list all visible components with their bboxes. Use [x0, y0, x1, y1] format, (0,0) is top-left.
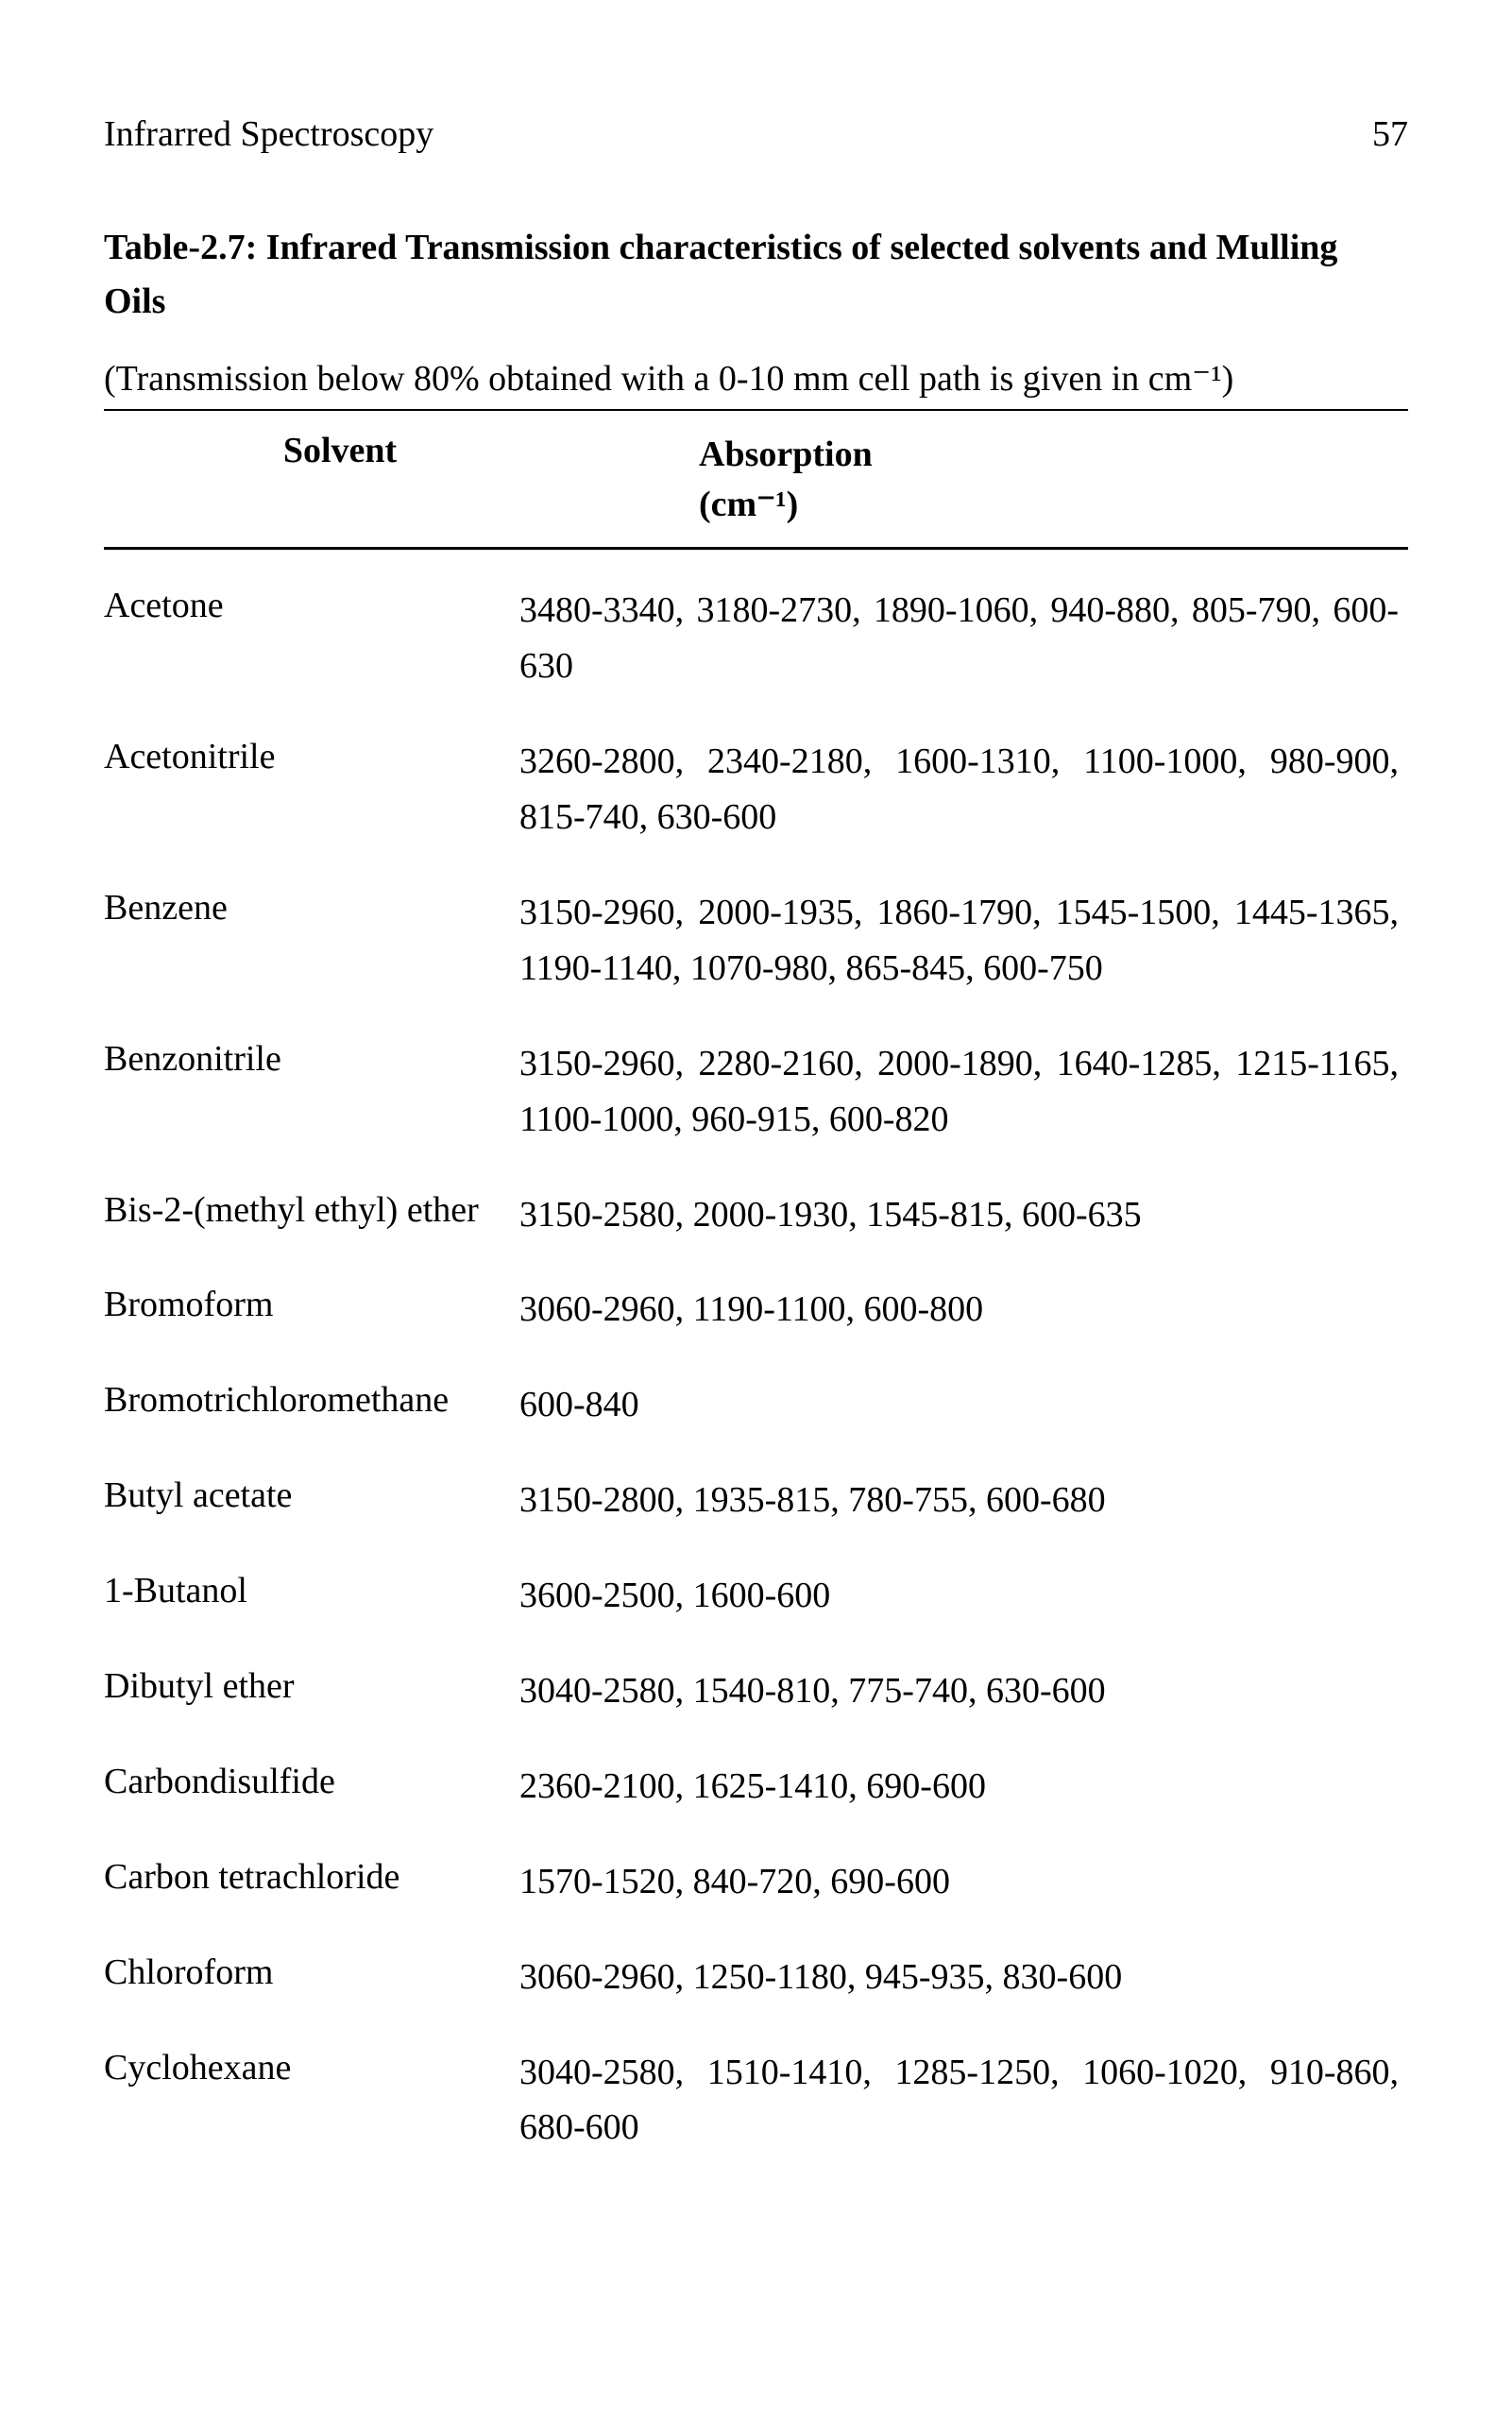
absorption-cell: 3040-2580, 1510-1410, 1285-1250, 1060-10…: [519, 2045, 1408, 2156]
solvent-cell: Bis-2-(methyl ethyl) ether: [104, 1187, 519, 1231]
page-header: Infrarred Spectroscopy 57: [104, 113, 1408, 155]
table-header-row: Solvent Absorption (cm⁻¹): [104, 418, 1408, 550]
table-row: 1-Butanol 3600-2500, 1600-600: [104, 1568, 1408, 1624]
table-row: Bromotrichloromethane 600-840: [104, 1377, 1408, 1433]
absorption-cell: 3150-2960, 2280-2160, 2000-1890, 1640-12…: [519, 1036, 1408, 1148]
absorption-cell: 3150-2580, 2000-1930, 1545-815, 600-635: [519, 1187, 1408, 1243]
absorption-cell: 3150-2800, 1935-815, 780-755, 600-680: [519, 1473, 1408, 1528]
absorption-cell: 2360-2100, 1625-1410, 690-600: [519, 1759, 1408, 1815]
table-row: Acetone 3480-3340, 3180-2730, 1890-1060,…: [104, 583, 1408, 694]
absorption-cell: 3480-3340, 3180-2730, 1890-1060, 940-880…: [519, 583, 1408, 694]
table-row: Cyclohexane 3040-2580, 1510-1410, 1285-1…: [104, 2045, 1408, 2156]
solvent-cell: 1-Butanol: [104, 1568, 519, 1611]
solvent-cell: Benzonitrile: [104, 1036, 519, 1080]
table-row: Butyl acetate 3150-2800, 1935-815, 780-7…: [104, 1473, 1408, 1528]
solvent-cell: Bromoform: [104, 1282, 519, 1325]
table-title-prefix: Table-2.7:: [104, 228, 266, 267]
solvent-cell: Cyclohexane: [104, 2045, 519, 2088]
page-number: 57: [1372, 113, 1408, 155]
solvent-cell: Chloroform: [104, 1950, 519, 1993]
solvent-cell: Carbondisulfide: [104, 1759, 519, 1802]
absorption-cell: 3150-2960, 2000-1935, 1860-1790, 1545-15…: [519, 885, 1408, 997]
table-row: Acetonitrile 3260-2800, 2340-2180, 1600-…: [104, 734, 1408, 845]
absorption-header-line2: (cm⁻¹): [699, 485, 798, 524]
table-title: Table-2.7: Infrared Transmission charact…: [104, 221, 1408, 329]
column-header-absorption: Absorption (cm⁻¹): [519, 430, 1408, 530]
table-row: Benzene 3150-2960, 2000-1935, 1860-1790,…: [104, 885, 1408, 997]
solvent-cell: Acetone: [104, 583, 519, 626]
absorption-cell: 3600-2500, 1600-600: [519, 1568, 1408, 1624]
solvent-cell: Carbon tetrachloride: [104, 1854, 519, 1898]
solvent-cell: Bromotrichloromethane: [104, 1377, 519, 1421]
absorption-cell: 1570-1520, 840-720, 690-600: [519, 1854, 1408, 1910]
column-header-solvent: Solvent: [104, 430, 519, 530]
table-row: Bis-2-(methyl ethyl) ether 3150-2580, 20…: [104, 1187, 1408, 1243]
table-title-text: Infrared Transmission characteristics of…: [104, 228, 1337, 321]
table-row: Carbondisulfide 2360-2100, 1625-1410, 69…: [104, 1759, 1408, 1815]
table-row: Chloroform 3060-2960, 1250-1180, 945-935…: [104, 1950, 1408, 2005]
solvent-cell: Benzene: [104, 885, 519, 929]
solvent-cell: Acetonitrile: [104, 734, 519, 777]
absorption-cell: 3040-2580, 1540-810, 775-740, 630-600: [519, 1663, 1408, 1719]
absorption-cell: 600-840: [519, 1377, 1408, 1433]
table-row: Benzonitrile 3150-2960, 2280-2160, 2000-…: [104, 1036, 1408, 1148]
table-row: Carbon tetrachloride 1570-1520, 840-720,…: [104, 1854, 1408, 1910]
absorption-header-line1: Absorption: [699, 435, 873, 474]
absorption-cell: 3060-2960, 1250-1180, 945-935, 830-600: [519, 1950, 1408, 2005]
solvent-cell: Dibutyl ether: [104, 1663, 519, 1707]
table-body: Acetone 3480-3340, 3180-2730, 1890-1060,…: [104, 550, 1408, 2156]
solvent-cell: Butyl acetate: [104, 1473, 519, 1516]
section-title: Infrarred Spectroscopy: [104, 113, 433, 155]
absorption-cell: 3060-2960, 1190-1100, 600-800: [519, 1282, 1408, 1338]
table-row: Bromoform 3060-2960, 1190-1100, 600-800: [104, 1282, 1408, 1338]
table-row: Dibutyl ether 3040-2580, 1540-810, 775-7…: [104, 1663, 1408, 1719]
table-subtitle: (Transmission below 80% obtained with a …: [104, 357, 1408, 411]
absorption-cell: 3260-2800, 2340-2180, 1600-1310, 1100-10…: [519, 734, 1408, 845]
